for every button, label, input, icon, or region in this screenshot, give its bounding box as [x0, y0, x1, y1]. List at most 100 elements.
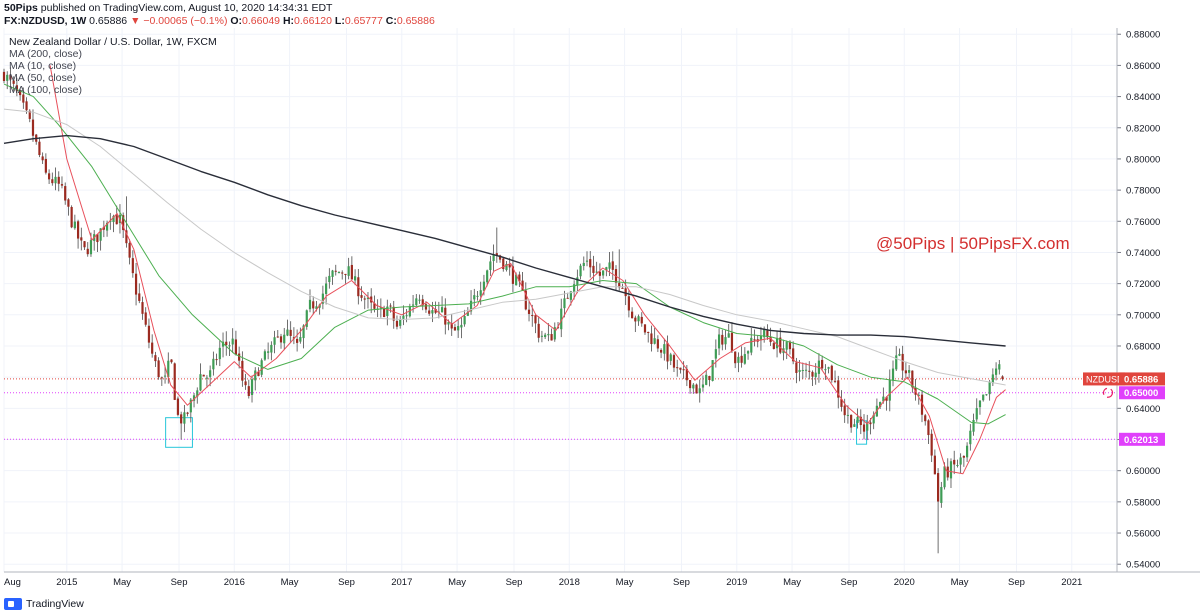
candle-body	[508, 264, 511, 268]
candle-body	[608, 262, 611, 269]
y-tick-label: 0.64000	[1126, 404, 1160, 415]
x-tick-label: Aug	[4, 577, 21, 588]
candle-body	[521, 280, 524, 291]
candle-body	[128, 243, 131, 258]
candle-body	[953, 459, 956, 465]
candle-body	[949, 461, 953, 479]
candle-body	[328, 275, 331, 283]
legend-ma100[interactable]: MA (100, close)	[9, 84, 82, 96]
candle-body	[138, 293, 141, 301]
candle-body	[22, 94, 25, 103]
chart-marks	[2, 65, 1117, 554]
candle-body	[186, 412, 189, 414]
price-axis-label	[1119, 432, 1165, 446]
candle-body	[927, 420, 930, 436]
candle-body	[221, 341, 225, 347]
candle-body	[779, 337, 782, 353]
x-tick-label: Sep	[1008, 577, 1025, 588]
legend-ma10[interactable]: MA (10, close)	[9, 60, 77, 72]
legend-ma200[interactable]: MA (200, close)	[9, 48, 82, 60]
x-tick-label: Sep	[673, 577, 690, 588]
candle-body	[498, 255, 502, 260]
candle-body	[647, 331, 650, 333]
candle-body	[160, 377, 163, 379]
candle-body	[469, 300, 473, 312]
candle-body	[212, 358, 215, 370]
candle-body	[653, 338, 656, 344]
symbol-label[interactable]: FX:NZDUSD, 1W	[4, 15, 87, 27]
candle-body	[495, 253, 498, 256]
candle-body	[573, 284, 576, 293]
candle-body	[312, 301, 315, 309]
candle-body	[785, 341, 788, 350]
candle-body	[634, 317, 637, 322]
candle-body	[627, 296, 630, 311]
candle-body	[994, 368, 998, 375]
candle-body	[711, 360, 714, 381]
y-tick-label: 0.82000	[1126, 123, 1160, 134]
candle-body	[263, 351, 267, 360]
candle-body	[795, 362, 798, 373]
candle-body	[83, 241, 86, 248]
y-tick-label: 0.60000	[1126, 466, 1160, 477]
candle-body	[688, 380, 692, 389]
x-tick-label: May	[281, 577, 299, 588]
candle-body	[701, 384, 705, 388]
candle-body	[978, 400, 982, 408]
candle-body	[199, 374, 202, 391]
candle-body	[666, 342, 669, 362]
candle-body	[975, 408, 978, 420]
high-label: H:	[282, 15, 295, 27]
price-axis-label-text: 0.65886	[1124, 374, 1158, 385]
legend-ma50[interactable]: MA (50, close)	[9, 72, 77, 84]
y-tick-label: 0.84000	[1126, 92, 1160, 103]
candle-body	[850, 414, 853, 428]
x-tick-label: May	[616, 577, 634, 588]
candle-body	[882, 396, 885, 402]
candle-body	[872, 414, 875, 424]
tradingview-logo-icon	[4, 598, 22, 610]
candle-body	[759, 335, 763, 341]
candle-body	[930, 433, 933, 456]
candle-body	[289, 329, 292, 336]
candle-body	[837, 380, 840, 398]
candle-body	[44, 158, 47, 173]
candle-body	[589, 259, 592, 268]
y-tick-label: 0.88000	[1126, 30, 1160, 41]
candle-body	[447, 322, 450, 325]
candle-body	[956, 465, 959, 467]
candle-body	[714, 349, 717, 359]
candle-body	[147, 325, 151, 343]
candle-body	[698, 388, 701, 394]
candle-body	[218, 347, 221, 360]
candle-body	[476, 295, 479, 297]
indicator-legend: New Zealand Dollar / U.S. Dollar, 1W, FX…	[9, 36, 217, 96]
close-value: 0.65886	[396, 15, 435, 27]
price-axis-label	[1119, 372, 1165, 386]
candle-body	[853, 424, 856, 427]
candle-body	[250, 379, 254, 395]
footer-brand[interactable]: TradingView	[4, 598, 84, 610]
candle-body	[515, 274, 518, 286]
candle-body	[669, 354, 672, 361]
candle-body	[566, 297, 569, 299]
candle-body	[937, 473, 940, 502]
legend-title[interactable]: New Zealand Dollar / U.S. Dollar, 1W, FX…	[9, 36, 217, 48]
author-name[interactable]: 50Pips	[4, 2, 38, 14]
candle-body	[344, 273, 347, 275]
candle-body	[170, 359, 173, 363]
candle-body	[537, 323, 540, 338]
candle-body	[457, 326, 460, 331]
candle-body	[64, 186, 67, 201]
x-tick-label: 2018	[559, 577, 580, 588]
candle-body	[254, 370, 257, 381]
x-tick-label: Sep	[506, 577, 523, 588]
candle-body	[270, 344, 273, 353]
candle-body	[846, 414, 850, 416]
candle-body	[592, 265, 595, 273]
candle-body	[51, 179, 54, 184]
candle-body	[821, 359, 824, 369]
candle-body	[695, 384, 698, 394]
candle-body	[154, 355, 157, 362]
